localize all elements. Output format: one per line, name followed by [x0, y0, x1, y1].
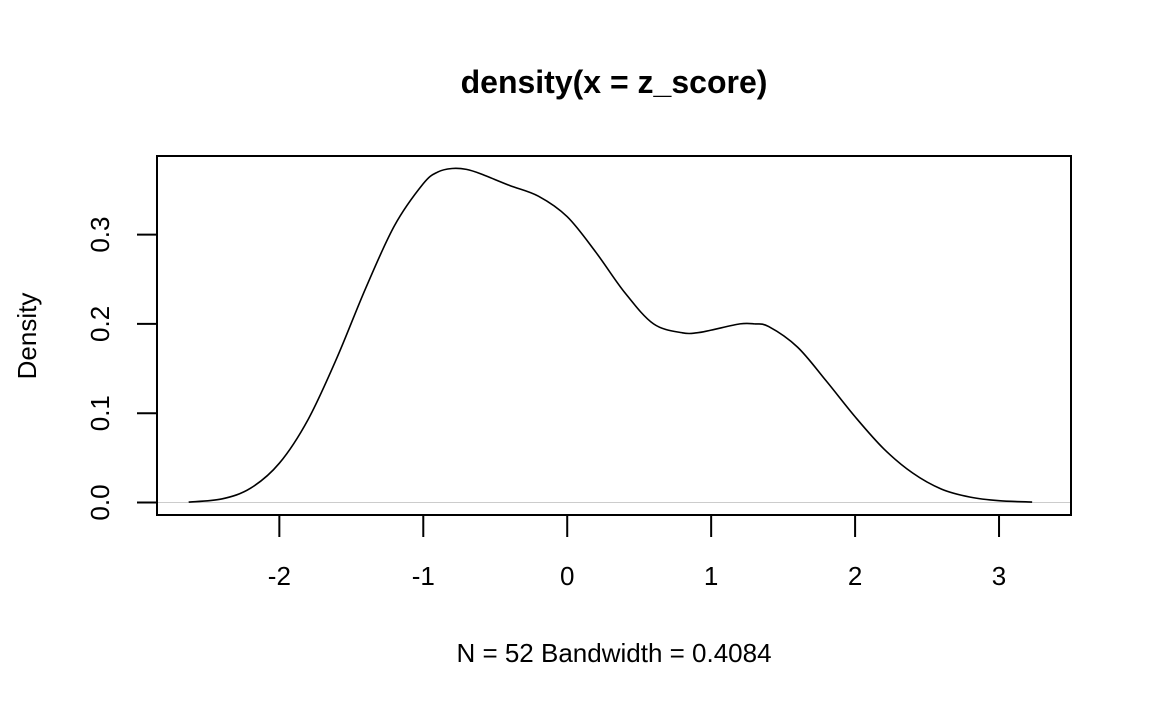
x-tick-label: 1: [704, 561, 718, 591]
x-axis: -2 -1 0 1 2 3: [268, 514, 1006, 591]
chart-title: density(x = z_score): [461, 64, 768, 100]
y-tick-label: 0.0: [85, 484, 115, 520]
x-tick-label: 2: [848, 561, 862, 591]
x-axis-label: N = 52 Bandwidth = 0.4084: [456, 638, 771, 668]
y-axis-label: Density: [12, 293, 42, 380]
y-axis: 0.0 0.1 0.2 0.3: [85, 217, 158, 521]
y-tick-label: 0.2: [85, 306, 115, 342]
plot-frame: [156, 155, 1072, 516]
density-curve: [188, 167, 1033, 503]
series-layer: [188, 167, 1033, 503]
y-tick-label: 0.1: [85, 395, 115, 431]
x-tick-label: -1: [412, 561, 435, 591]
x-tick-label: 3: [992, 561, 1006, 591]
y-tick-label: 0.3: [85, 217, 115, 253]
x-tick-label: 0: [560, 561, 574, 591]
x-tick-label: -2: [268, 561, 291, 591]
